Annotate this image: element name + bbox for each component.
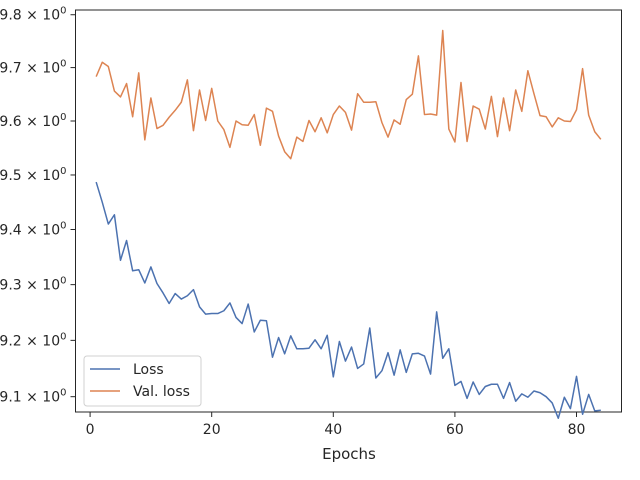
y-tick-label: 9.3 × 100: [0, 276, 67, 294]
y-tick-label: 9.4 × 100: [0, 221, 67, 239]
y-tick-label: 9.6 × 100: [0, 112, 67, 130]
x-tick-label: 80: [568, 422, 586, 438]
legend-label-val-loss: Val. loss: [133, 384, 190, 400]
x-tick-label: 20: [203, 422, 221, 438]
series-line-val-loss: [95, 29, 602, 160]
series-line-loss: [95, 181, 601, 419]
y-axis: 9.1 × 100 9.2 × 100 9.3 × 100 9.4 × 100 9.5 …: [0, 6, 76, 406]
legend-label-loss: Loss: [133, 362, 164, 378]
y-tick-label: 9.2 × 100: [0, 331, 67, 349]
x-tick-label: 40: [324, 422, 342, 438]
y-tick-label: 9.7 × 100: [0, 59, 67, 77]
y-tick-label: 9.8 × 100: [0, 6, 67, 24]
legend: Loss Val. loss: [83, 355, 202, 407]
x-tick-label: 60: [446, 422, 464, 438]
y-tick-label: 9.1 × 100: [0, 388, 67, 406]
x-axis: 0 20 40 60 80: [86, 412, 586, 438]
x-axis-label: Epochs: [322, 445, 376, 463]
x-tick-label: 0: [86, 422, 95, 438]
plot-area: [75, 9, 622, 413]
series-group: [95, 29, 602, 419]
y-tick-label: 9.5 × 100: [0, 166, 67, 184]
